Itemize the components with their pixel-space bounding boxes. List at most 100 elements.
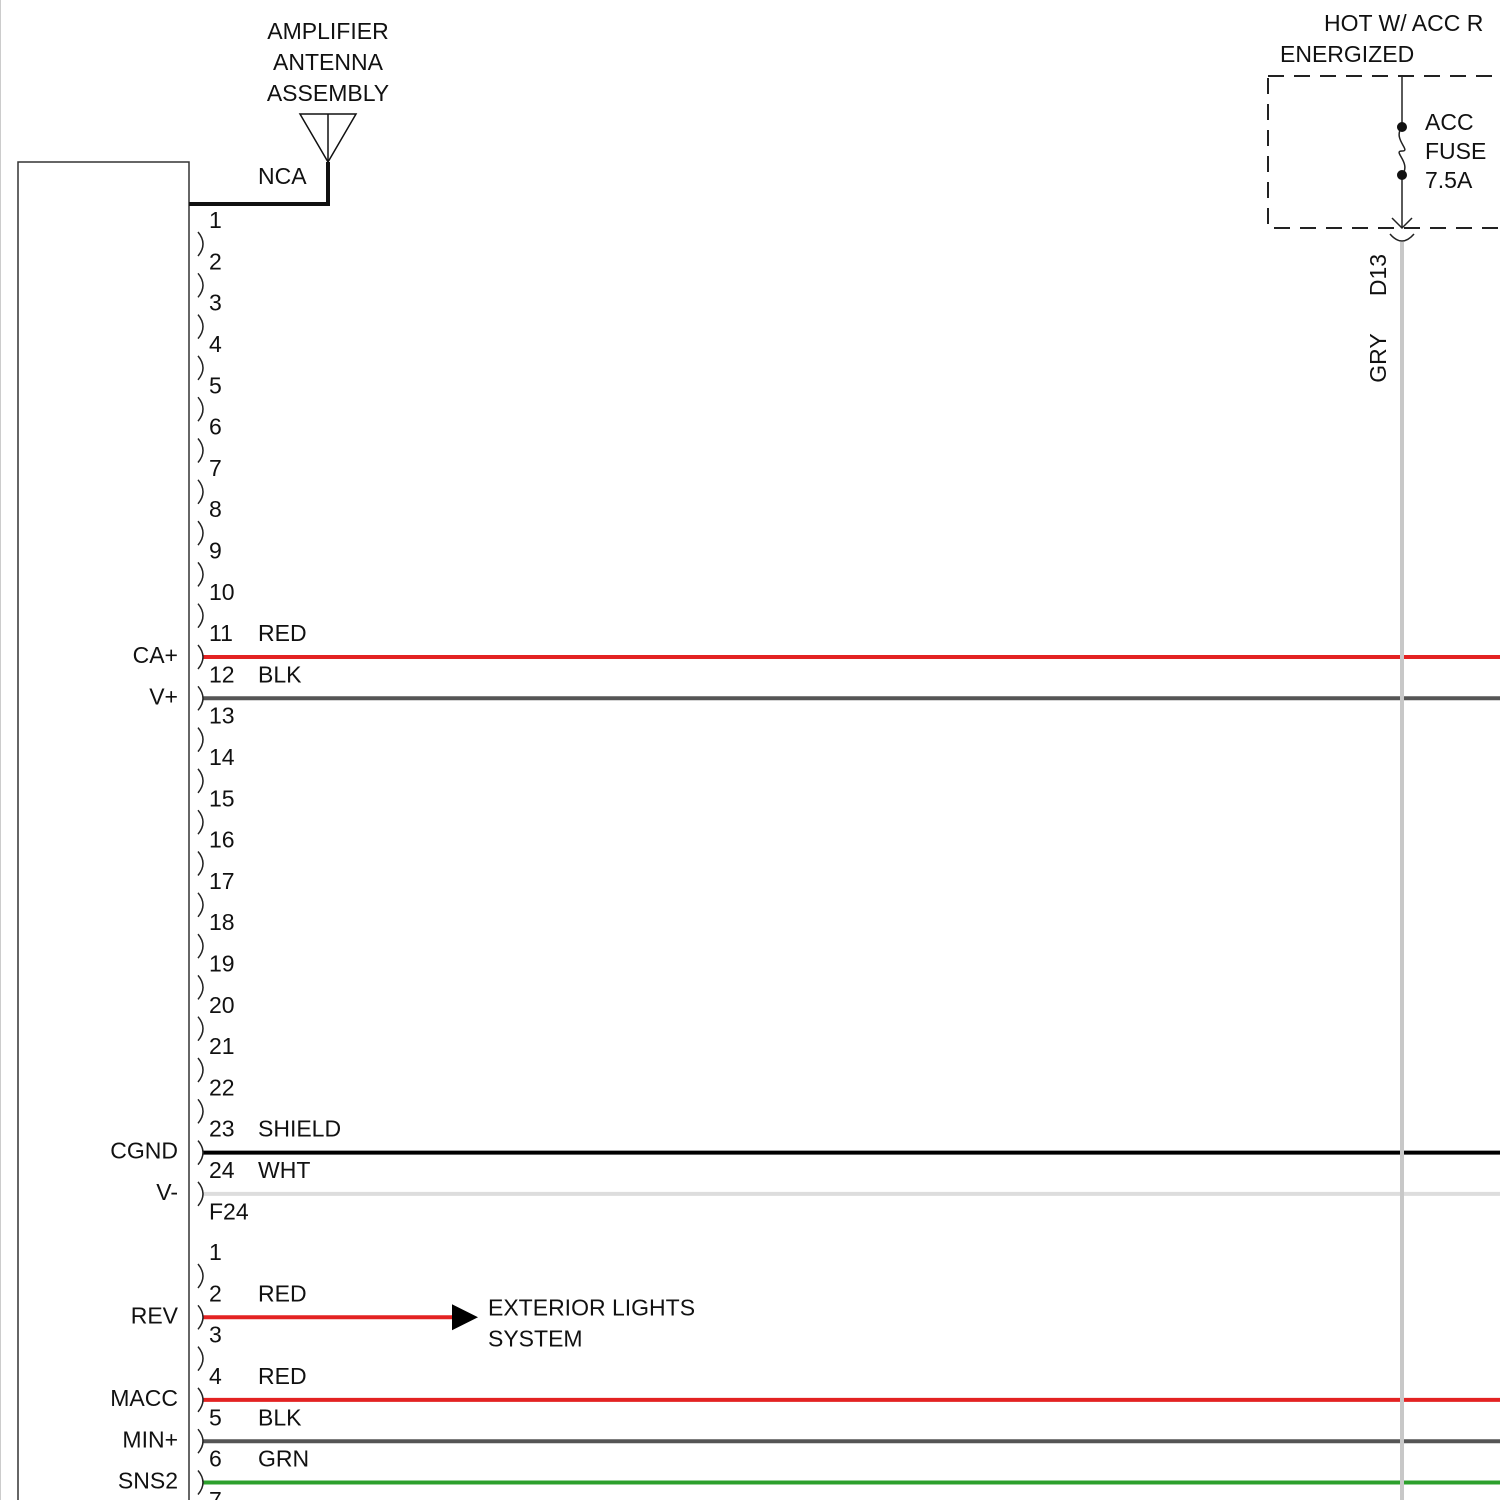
- fuse-header: HOT W/ ACC R: [1324, 10, 1483, 36]
- fuse-terminal: [1397, 170, 1407, 180]
- signal-label: CA+: [133, 642, 178, 668]
- fuse-terminal: [1397, 122, 1407, 132]
- fuse-header: ENERGIZED: [1280, 41, 1414, 67]
- destination-label: EXTERIOR LIGHTS: [488, 1294, 695, 1320]
- pin-contact: [197, 1428, 204, 1454]
- pin-number: 8: [209, 496, 222, 522]
- pin-number: 24: [209, 1157, 235, 1183]
- radio-unit: [17, 161, 190, 1500]
- pin-contact: [197, 272, 204, 298]
- wire-color-label: RED: [258, 1280, 307, 1306]
- antenna-label: ASSEMBLY: [267, 80, 389, 106]
- pin-contact: [197, 314, 204, 340]
- fuse-wire-color: GRY: [1365, 333, 1391, 382]
- signal-label: V-: [156, 1179, 178, 1205]
- pin-number: 3: [209, 290, 222, 316]
- pin-contact: [197, 1470, 204, 1495]
- wire-color-label: SHIELD: [258, 1116, 341, 1142]
- pin-contact: [197, 933, 204, 959]
- antenna-symbol: [298, 113, 358, 164]
- wire-color-label: RED: [258, 620, 307, 646]
- pin-contact: [197, 685, 204, 711]
- fuse-label: 7.5A: [1425, 167, 1473, 193]
- destination-label: SYSTEM: [488, 1325, 583, 1351]
- pin-number: 13: [209, 703, 235, 729]
- wire-color-label: WHT: [258, 1157, 310, 1183]
- pin-number: 20: [209, 992, 235, 1018]
- pin-contact: [197, 809, 204, 835]
- pin-number: 1: [209, 1239, 222, 1265]
- pin-number: 4: [209, 1363, 222, 1389]
- fuse-label: FUSE: [1425, 138, 1486, 164]
- arrow-head: [452, 1304, 478, 1331]
- pin-number: 21: [209, 1033, 235, 1059]
- pin-contact: [197, 1304, 204, 1330]
- pin-contact: [197, 561, 204, 587]
- pin-number: 5: [209, 372, 222, 398]
- pin-number: 10: [209, 579, 235, 605]
- pin-contact: [197, 396, 204, 422]
- pin-contact: [197, 231, 204, 257]
- pin-number: 4: [209, 331, 222, 357]
- pin-contact: [197, 1140, 204, 1166]
- signal-label: V+: [149, 683, 178, 709]
- pin-number: 12: [209, 661, 235, 687]
- pin-contact: [197, 355, 204, 381]
- pin-number: 7: [209, 455, 222, 481]
- pin-number: 18: [209, 909, 235, 935]
- fuse-label: ACC: [1425, 109, 1474, 135]
- pin-contact: [197, 768, 204, 794]
- connector-name: F24: [209, 1198, 249, 1224]
- wires: [203, 655, 1500, 1485]
- antenna-label: ANTENNA: [273, 49, 384, 75]
- pin-contact: [197, 1387, 204, 1413]
- pin-number: 11: [209, 620, 233, 646]
- pin-number: 5: [209, 1404, 222, 1430]
- signal-label: SNS2: [118, 1468, 178, 1494]
- pin-contact: [197, 1181, 204, 1207]
- pin-contact: [197, 974, 204, 1000]
- pin-number: 3: [209, 1322, 222, 1348]
- signal-label: CGND: [110, 1138, 178, 1164]
- signal-label: MIN+: [122, 1426, 178, 1452]
- pin-number: 9: [209, 537, 222, 563]
- pin-contact: [197, 520, 204, 546]
- pin-contact: [197, 1016, 204, 1042]
- wire-color-label: RED: [258, 1363, 307, 1389]
- pin-contact: [197, 727, 204, 753]
- pin-contact: [197, 892, 204, 918]
- wire-color-label: BLK: [258, 1404, 302, 1430]
- fuse-symbol: [1389, 76, 1415, 242]
- pin-contact: [197, 851, 204, 876]
- pin-number: 15: [209, 785, 235, 811]
- pin-number: 22: [209, 1074, 235, 1100]
- pin-number: 6: [209, 1446, 222, 1472]
- wire-color-label: BLK: [258, 661, 302, 687]
- pin-number: 14: [209, 744, 235, 770]
- signal-label: REV: [131, 1302, 179, 1328]
- pin-contact: [197, 1346, 204, 1372]
- pin-contact: [197, 1263, 204, 1289]
- signal-label: MACC: [110, 1385, 178, 1411]
- fuse-connector: D13: [1365, 254, 1391, 296]
- pin-number: 17: [209, 868, 235, 894]
- pin-contact: [197, 1098, 204, 1124]
- pin-number: 23: [209, 1116, 235, 1142]
- pin-contact: [197, 1057, 204, 1083]
- antenna-label: AMPLIFIER: [267, 18, 388, 44]
- wire-color-label: GRN: [258, 1446, 309, 1472]
- pin-number: 7: [209, 1487, 222, 1500]
- pin-number: 6: [209, 414, 222, 440]
- pin-contact: [197, 438, 204, 463]
- pin-contact: [197, 479, 204, 505]
- pin-number: 1: [209, 207, 222, 233]
- pin-number: 2: [209, 1280, 222, 1306]
- fuse-box: [1267, 75, 1500, 229]
- antenna-pin: NCA: [258, 163, 307, 189]
- pin-number: 16: [209, 827, 235, 853]
- pin-number: 2: [209, 248, 222, 274]
- pin-number: 19: [209, 950, 235, 976]
- pin-contact: [197, 644, 204, 670]
